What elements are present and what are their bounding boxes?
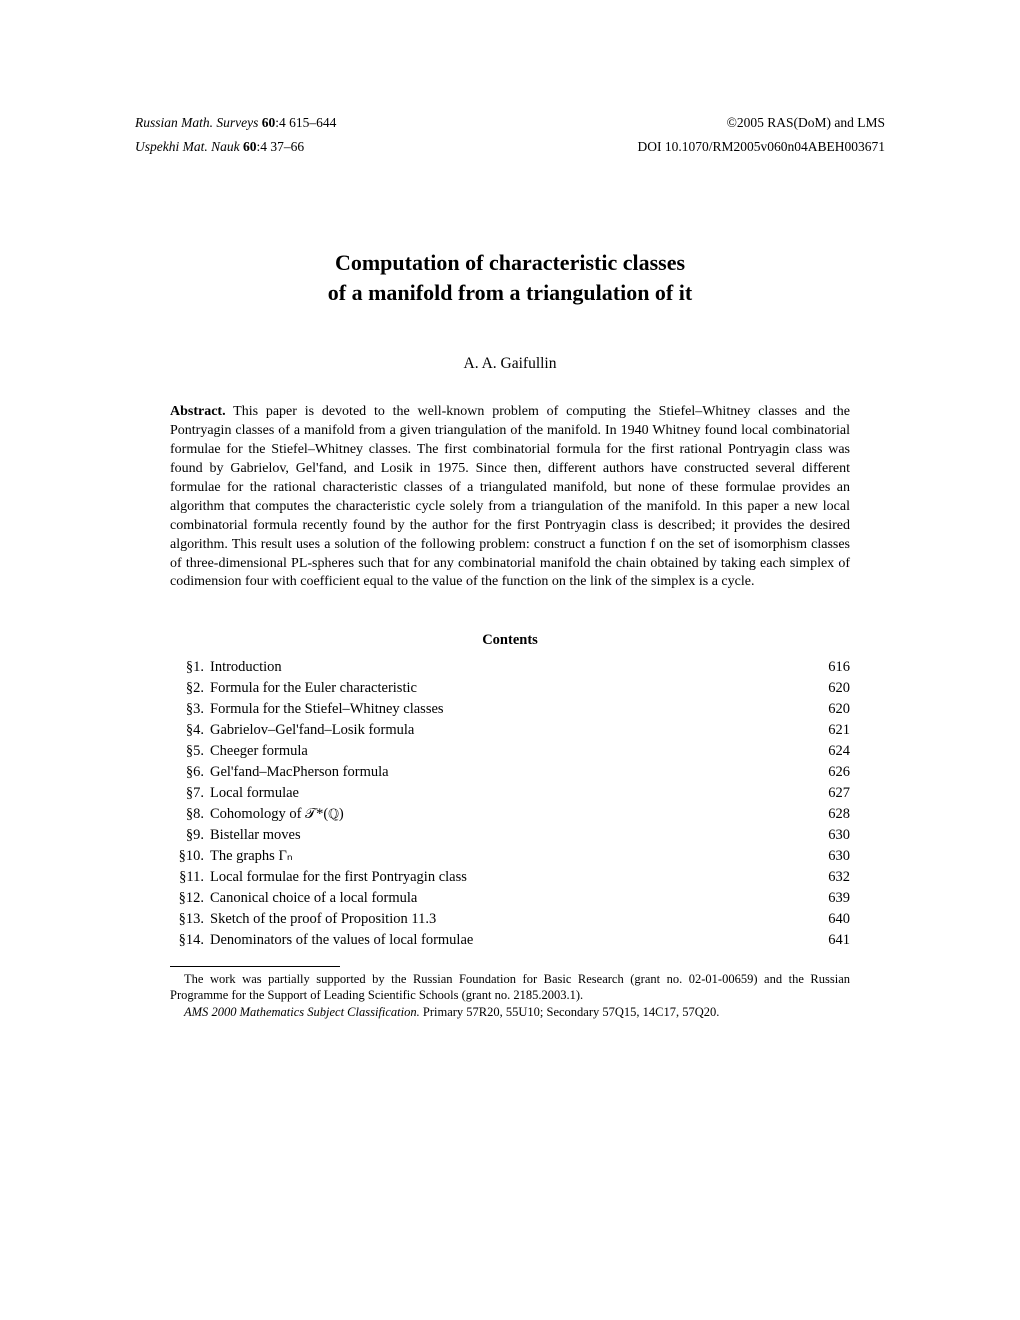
toc-section-title: Bistellar moves [210, 825, 810, 846]
toc-section-label: §13. [170, 909, 204, 930]
toc-page-number: 630 [810, 846, 850, 867]
title-line-2: of a manifold from a triangulation of it [135, 278, 885, 308]
journal-vol-2: 60 [243, 139, 257, 154]
page-header: Russian Math. Surveys 60:4 615–644 Uspek… [135, 115, 885, 163]
toc-row: §12. Canonical choice of a local formula6… [170, 888, 850, 909]
toc-section-title: Local formulae for the first Pontryagin … [210, 867, 810, 888]
msc-codes: Primary 57R20, 55U10; Secondary 57Q15, 1… [420, 1005, 720, 1019]
toc-section-title: Denominators of the values of local form… [210, 930, 810, 951]
table-of-contents: §1. Introduction616 §2. Formula for the Eul… [170, 657, 850, 951]
toc-section-label: §4. [170, 720, 204, 741]
toc-row: §14. Denominators of the values of local … [170, 930, 850, 951]
toc-section-title: The graphs Γₙ [210, 846, 810, 867]
toc-row: §11. Local formulae for the first Pontrya… [170, 867, 850, 888]
toc-section-label: §14. [170, 930, 204, 951]
toc-row: §4. Gabrielov–Gel'fand–Losik formula621 [170, 720, 850, 741]
ams-prefix: AMS [184, 1005, 208, 1019]
toc-section-label: §12. [170, 888, 204, 909]
toc-section-title: Gabrielov–Gel'fand–Losik formula [210, 720, 810, 741]
paper-page: Russian Math. Surveys 60:4 615–644 Uspek… [0, 0, 1020, 1320]
journal-pages-1: :4 615–644 [275, 115, 336, 130]
paper-title: Computation of characteristic classes of… [135, 248, 885, 307]
toc-row: §10. The graphs Γₙ630 [170, 846, 850, 867]
toc-section-label: §9. [170, 825, 204, 846]
toc-section-title: Cohomology of 𝒯*(ℚ) [210, 804, 810, 825]
journal-line-1: Russian Math. Surveys 60:4 615–644 [135, 115, 336, 131]
toc-section-label: §1. [170, 657, 204, 678]
toc-section-label: §7. [170, 783, 204, 804]
journal-pages-2: :4 37–66 [256, 139, 304, 154]
journal-name-2: Uspekhi Mat. Nauk [135, 139, 240, 154]
abstract-label: Abstract. [170, 404, 226, 419]
footnote-funding: The work was partially supported by the … [170, 971, 850, 1005]
toc-section-label: §11. [170, 867, 204, 888]
doi: DOI 10.1070/RM2005v060n04ABEH003671 [637, 139, 885, 155]
journal-name-1: Russian Math. Surveys [135, 115, 258, 130]
toc-page-number: 639 [810, 888, 850, 909]
toc-page-number: 624 [810, 741, 850, 762]
toc-row: §13. Sketch of the proof of Proposition 1… [170, 909, 850, 930]
toc-page-number: 632 [810, 867, 850, 888]
title-line-1: Computation of characteristic classes [135, 248, 885, 278]
toc-row: §5. Cheeger formula624 [170, 741, 850, 762]
toc-section-label: §5. [170, 741, 204, 762]
toc-row: §2. Formula for the Euler characteristic6… [170, 678, 850, 699]
author-name: A. A. Gaifullin [135, 355, 885, 373]
toc-section-title: Local formulae [210, 783, 810, 804]
toc-section-title: Introduction [210, 657, 810, 678]
journal-vol-1: 60 [262, 115, 276, 130]
toc-row: §1. Introduction616 [170, 657, 850, 678]
toc-row: §6. Gel'fand–MacPherson formula626 [170, 762, 850, 783]
toc-section-label: §3. [170, 699, 204, 720]
toc-row: §7. Local formulae627 [170, 783, 850, 804]
toc-page-number: 616 [810, 657, 850, 678]
toc-section-title: Gel'fand–MacPherson formula [210, 762, 810, 783]
toc-section-label: §8. [170, 804, 204, 825]
footnote-rule [170, 966, 340, 967]
msc-label: 2000 Mathematics Subject Classification. [208, 1005, 419, 1019]
toc-section-title: Cheeger formula [210, 741, 810, 762]
toc-page-number: 620 [810, 678, 850, 699]
toc-page-number: 641 [810, 930, 850, 951]
toc-page-number: 640 [810, 909, 850, 930]
journal-line-2: Uspekhi Mat. Nauk 60:4 37–66 [135, 139, 336, 155]
toc-page-number: 627 [810, 783, 850, 804]
toc-section-title: Formula for the Euler characteristic [210, 678, 810, 699]
footnote-msc: AMS 2000 Mathematics Subject Classificat… [170, 1004, 850, 1021]
abstract-text: This paper is devoted to the well-known … [170, 404, 850, 589]
toc-page-number: 620 [810, 699, 850, 720]
header-left: Russian Math. Surveys 60:4 615–644 Uspek… [135, 115, 336, 163]
toc-section-title: Sketch of the proof of Proposition 11.3 [210, 909, 810, 930]
contents-heading: Contents [135, 632, 885, 649]
copyright: ©2005 RAS(DoM) and LMS [637, 115, 885, 131]
toc-row: §8. Cohomology of 𝒯*(ℚ)628 [170, 804, 850, 825]
toc-page-number: 626 [810, 762, 850, 783]
toc-page-number: 628 [810, 804, 850, 825]
header-right: ©2005 RAS(DoM) and LMS DOI 10.1070/RM200… [637, 115, 885, 163]
toc-section-label: §10. [170, 846, 204, 867]
toc-page-number: 630 [810, 825, 850, 846]
toc-section-title: Canonical choice of a local formula [210, 888, 810, 909]
toc-page-number: 621 [810, 720, 850, 741]
toc-row: §3. Formula for the Stiefel–Whitney class… [170, 699, 850, 720]
abstract: Abstract. This paper is devoted to the w… [170, 403, 850, 592]
toc-section-label: §6. [170, 762, 204, 783]
toc-section-title: Formula for the Stiefel–Whitney classes [210, 699, 810, 720]
toc-row: §9. Bistellar moves630 [170, 825, 850, 846]
toc-section-label: §2. [170, 678, 204, 699]
